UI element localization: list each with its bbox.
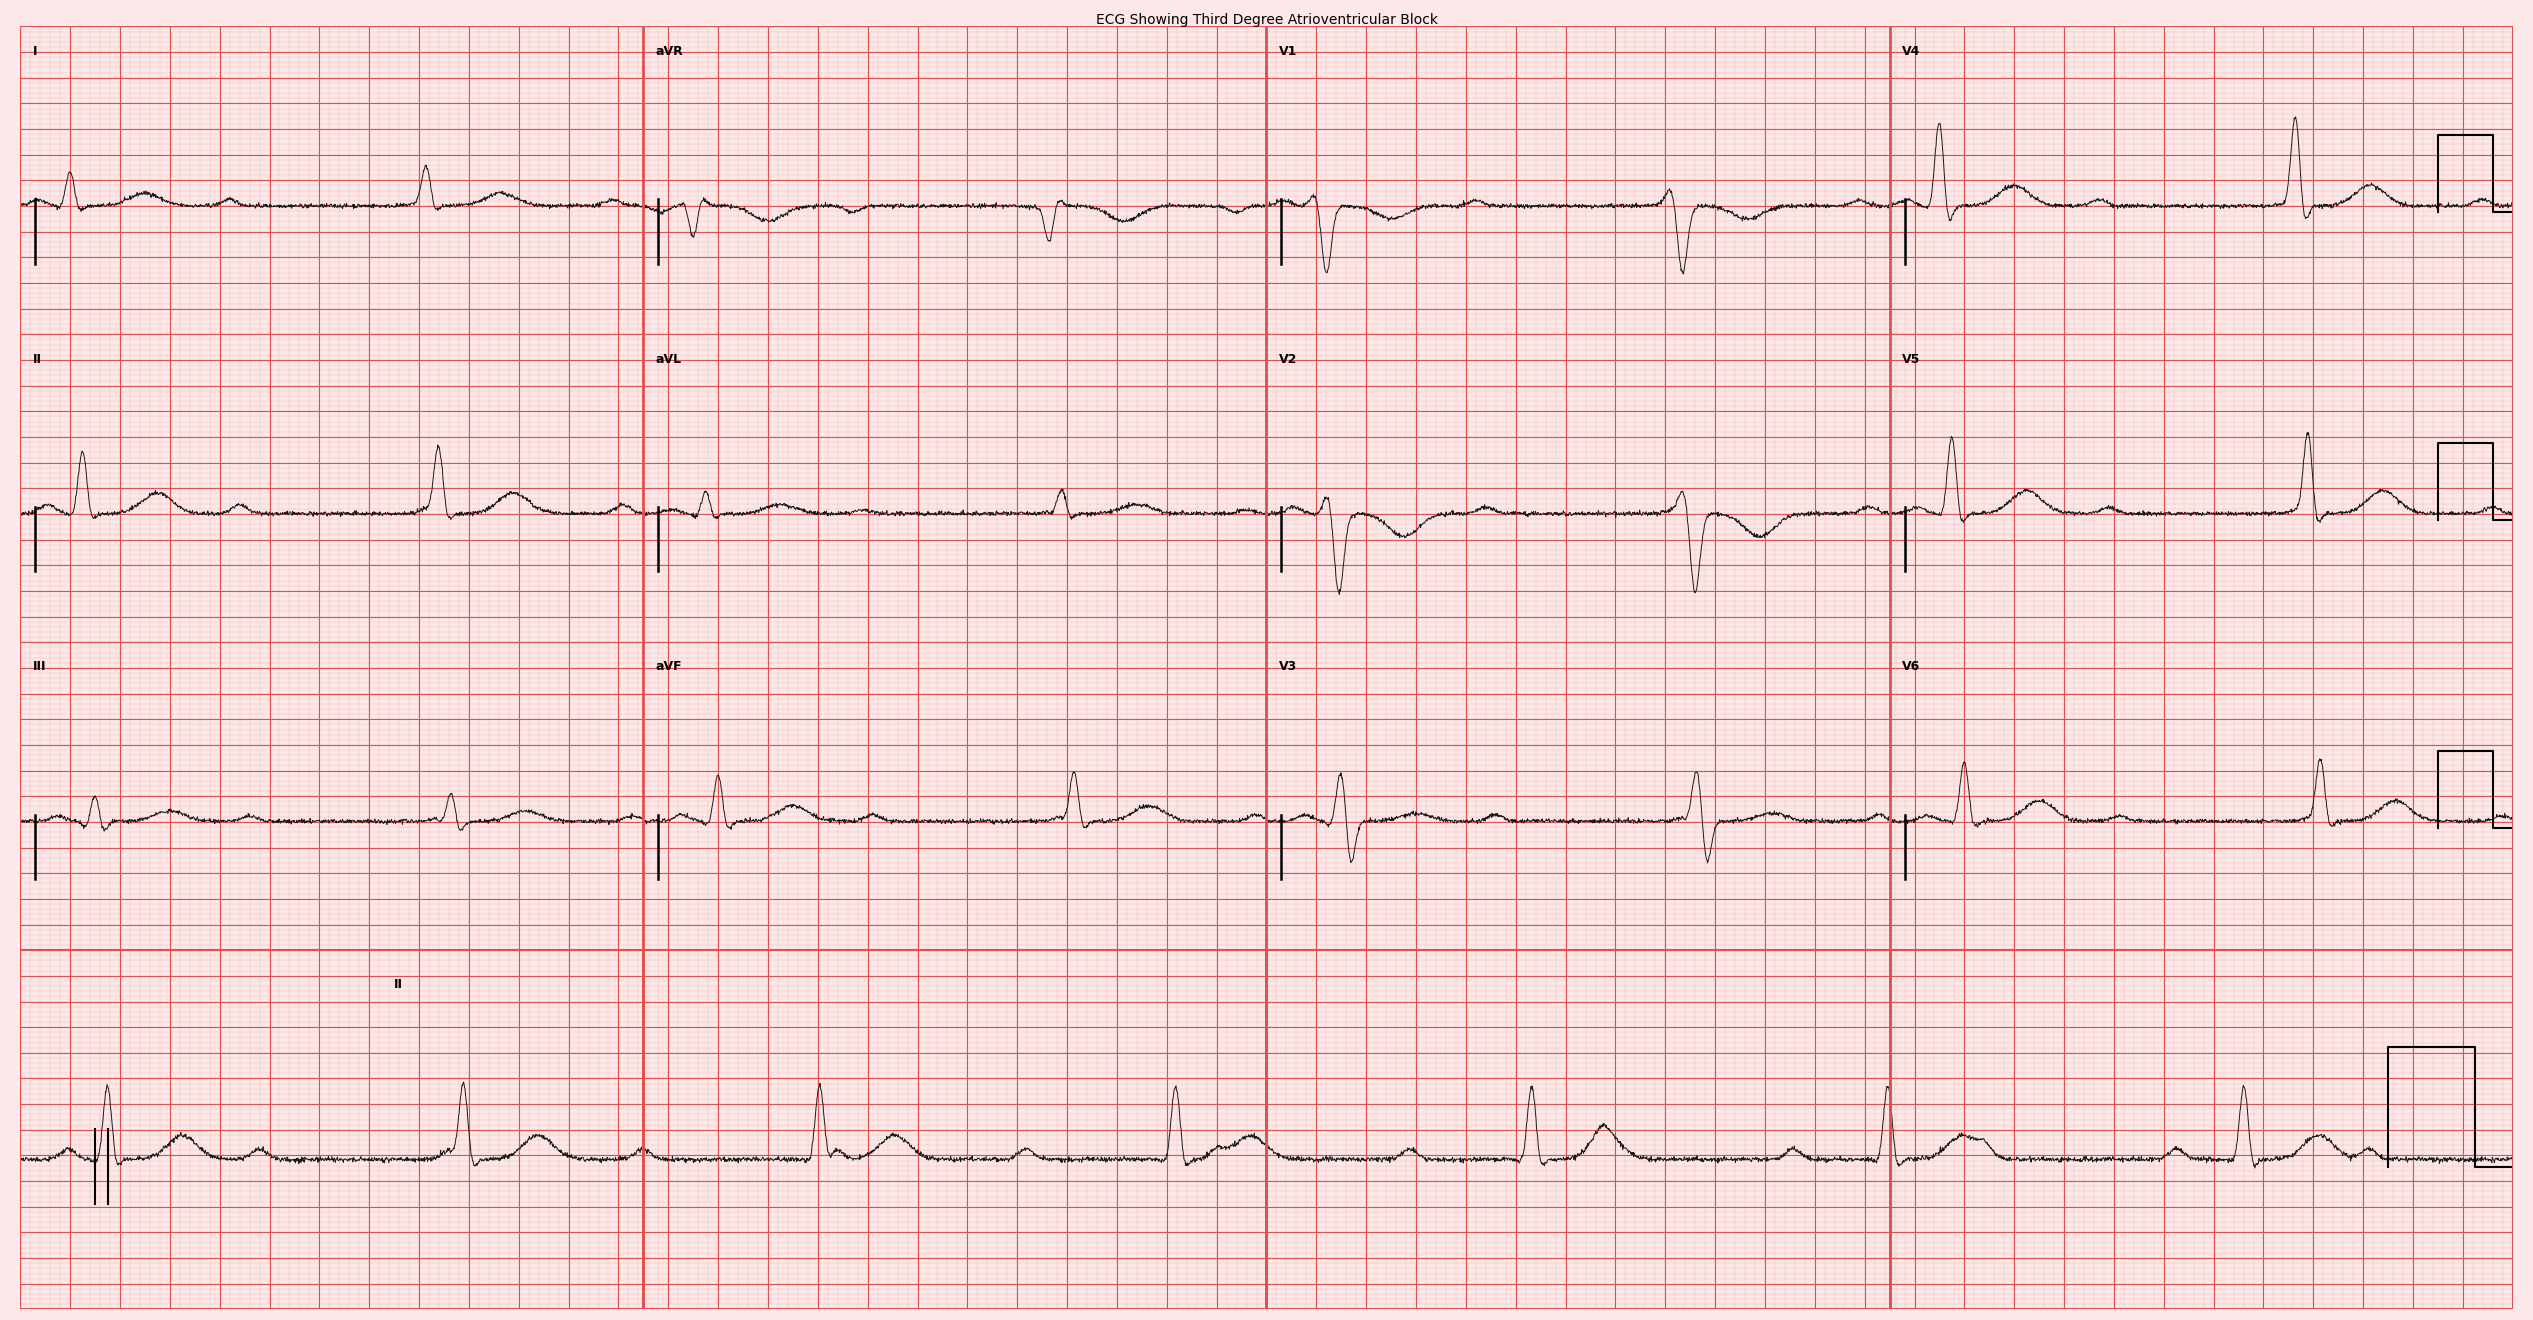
Text: III: III <box>33 660 46 673</box>
Text: ECG Showing Third Degree Atrioventricular Block: ECG Showing Third Degree Atrioventricula… <box>1094 13 1439 26</box>
Text: II: II <box>395 978 403 991</box>
Text: II: II <box>33 352 41 366</box>
Text: aVF: aVF <box>656 660 681 673</box>
Text: V5: V5 <box>1902 352 1920 366</box>
Text: V3: V3 <box>1279 660 1297 673</box>
Text: V6: V6 <box>1902 660 1920 673</box>
Text: V4: V4 <box>1902 45 1920 58</box>
Text: aVL: aVL <box>656 352 681 366</box>
Text: V1: V1 <box>1279 45 1297 58</box>
Text: I: I <box>33 45 38 58</box>
Text: V2: V2 <box>1279 352 1297 366</box>
Text: aVR: aVR <box>656 45 684 58</box>
